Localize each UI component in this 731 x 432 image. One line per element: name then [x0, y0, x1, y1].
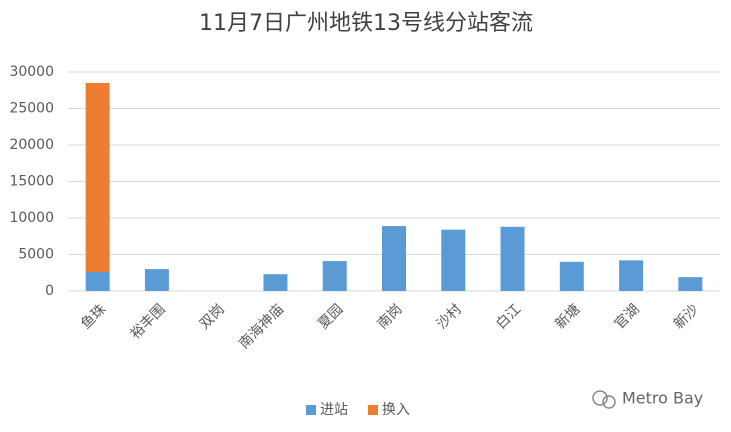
y-tick-label: 5000 — [18, 247, 54, 263]
bar — [619, 260, 644, 291]
y-tick-label: 15000 — [9, 174, 54, 190]
x-tick-label: 夏园 — [315, 301, 346, 332]
y-tick-label: 0 — [45, 283, 54, 299]
bar — [382, 226, 406, 291]
bar — [144, 269, 169, 291]
legend-swatch — [368, 405, 378, 415]
y-tick-label: 10000 — [9, 210, 54, 226]
bar — [559, 261, 584, 291]
x-tick-label: 沙村 — [434, 301, 465, 332]
bar — [85, 82, 110, 273]
x-tick-label: 鱼珠 — [77, 301, 109, 333]
y-tick-label: 30000 — [9, 64, 54, 80]
x-tick-label: 新沙 — [671, 301, 702, 332]
chart-title: 11月7日广州地铁13号线分站客流 — [199, 11, 533, 36]
x-tick-label: 南海神庙 — [236, 301, 287, 352]
bar — [500, 226, 525, 291]
bar — [441, 229, 466, 291]
watermark-icon — [592, 390, 616, 409]
y-tick-label: 20000 — [9, 137, 54, 153]
x-tick-label: 南岗 — [375, 301, 406, 332]
x-tick-label: 双岗 — [197, 301, 228, 332]
bar — [263, 274, 288, 291]
watermark: Metro Bay — [622, 389, 703, 408]
y-tick-label: 25000 — [9, 101, 54, 117]
legend-swatch — [306, 405, 316, 415]
legend-label: 进站 — [320, 402, 348, 418]
bar — [322, 261, 347, 291]
bar — [678, 277, 703, 291]
legend-label: 换入 — [382, 401, 410, 418]
x-tick-label: 新塘 — [552, 301, 583, 332]
x-tick-label: 官湖 — [612, 301, 643, 332]
x-tick-label: 白江 — [493, 301, 524, 332]
x-tick-label: 裕丰围 — [128, 301, 169, 342]
bar — [85, 272, 110, 291]
